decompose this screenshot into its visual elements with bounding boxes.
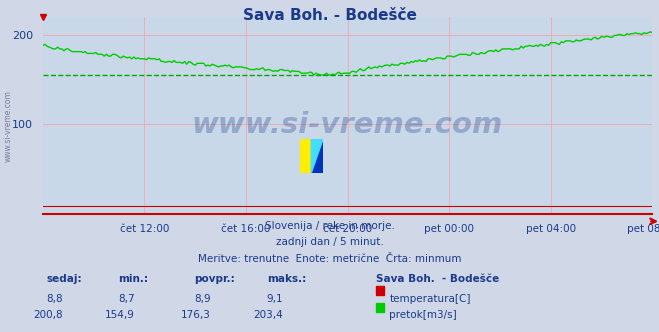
Text: 176,3: 176,3: [181, 310, 211, 320]
Text: pretok[m3/s]: pretok[m3/s]: [389, 310, 457, 320]
Text: 8,8: 8,8: [46, 294, 63, 304]
Text: 8,9: 8,9: [194, 294, 211, 304]
Bar: [300, 139, 312, 173]
Text: Meritve: trenutne  Enote: metrične  Črta: minmum: Meritve: trenutne Enote: metrične Črta: …: [198, 254, 461, 264]
Polygon shape: [312, 139, 323, 173]
Text: 200,8: 200,8: [33, 310, 63, 320]
Text: www.si-vreme.com: www.si-vreme.com: [192, 111, 503, 139]
Text: sedaj:: sedaj:: [46, 274, 82, 284]
Text: www.si-vreme.com: www.si-vreme.com: [4, 90, 13, 162]
Text: zadnji dan / 5 minut.: zadnji dan / 5 minut.: [275, 237, 384, 247]
Text: 203,4: 203,4: [254, 310, 283, 320]
Text: povpr.:: povpr.:: [194, 274, 235, 284]
Text: Slovenija / reke in morje.: Slovenija / reke in morje.: [264, 221, 395, 231]
Bar: [312, 139, 323, 173]
Text: temperatura[C]: temperatura[C]: [389, 294, 471, 304]
Text: Sava Boh.  - Bodešče: Sava Boh. - Bodešče: [376, 274, 499, 284]
Text: maks.:: maks.:: [267, 274, 306, 284]
Text: 8,7: 8,7: [119, 294, 135, 304]
Polygon shape: [312, 139, 323, 173]
Text: 9,1: 9,1: [267, 294, 283, 304]
Text: 154,9: 154,9: [105, 310, 135, 320]
Text: min.:: min.:: [119, 274, 149, 284]
Text: Sava Boh. - Bodešče: Sava Boh. - Bodešče: [243, 8, 416, 23]
